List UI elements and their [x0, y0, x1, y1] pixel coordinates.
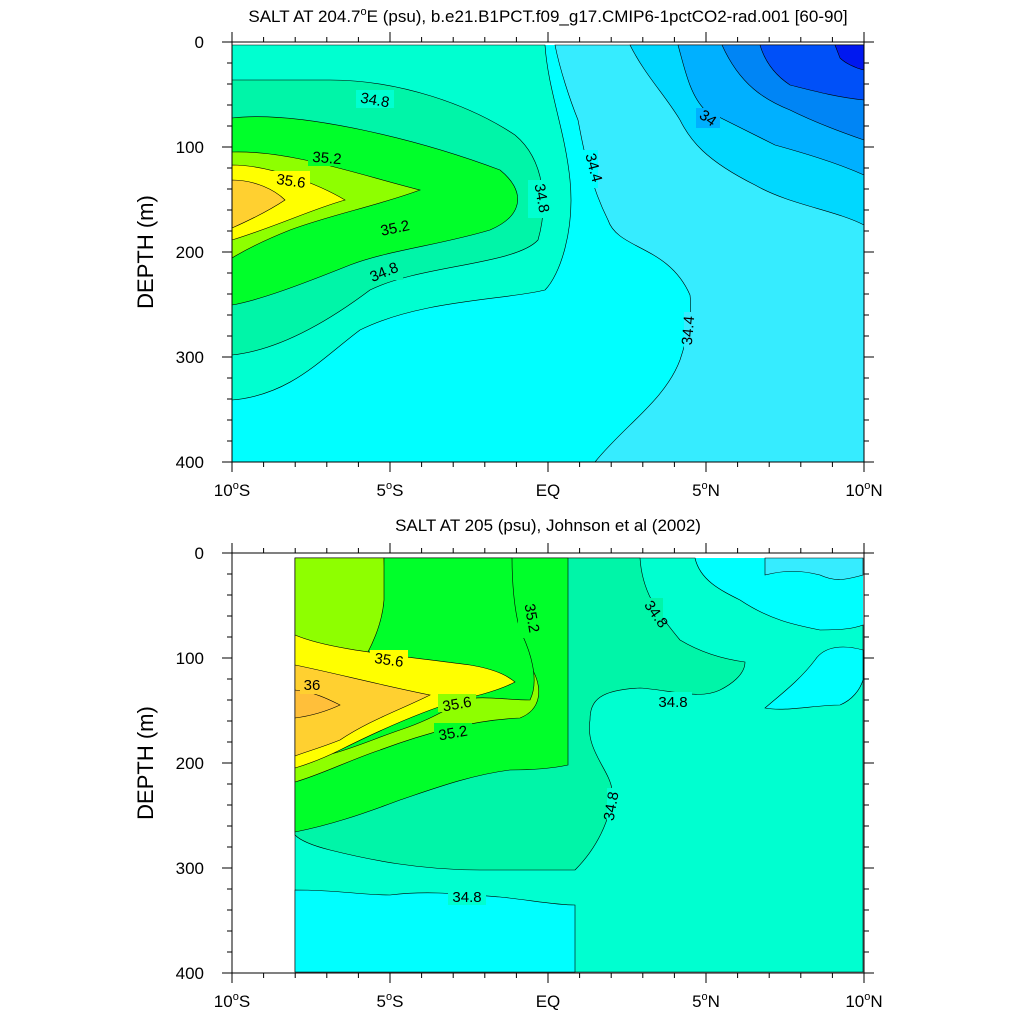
- top-fill-33-6: [759, 44, 865, 101]
- bottom-x-tick-label: 5oN: [692, 991, 720, 1011]
- bottom-y-axis-label: DEPTH (m): [133, 706, 158, 820]
- top-contour-label-34-8-a: 34.8: [359, 90, 391, 112]
- top-x-tick-label: 5oN: [692, 480, 720, 500]
- bottom-fill-35-8: [294, 664, 431, 757]
- top-chart-title: SALT AT 204.7oE (psu), b.e21.B1PCT.f09_g…: [248, 6, 847, 26]
- bottom-label-bg-5: [434, 723, 472, 741]
- bottom-panel: SALT AT 205 (psu), Johnson et al (2002) …: [133, 516, 883, 1011]
- top-label-bg-6: [580, 150, 598, 188]
- bottom-x-tick-label: 10oS: [214, 991, 250, 1011]
- top-contour-label-34-8-c: 34.8: [531, 182, 553, 214]
- top-contour-labels: 34.8 35.2 35.6 35.2 34.8 34.8 34.4 34.4 …: [272, 90, 720, 350]
- bottom-x-tick-label: 10oN: [845, 991, 882, 1011]
- top-contour-label-34-4-a: 34.4: [581, 152, 605, 185]
- top-y-tick-label: 100: [176, 138, 204, 157]
- top-label-bg-7: [684, 312, 702, 350]
- bottom-x-tick-label: 5oS: [377, 991, 404, 1011]
- bottom-label-bg-2: [370, 650, 408, 668]
- bottom-contour-label-35-6-a: 35.6: [373, 650, 404, 671]
- bottom-y-tick-label: 200: [176, 754, 204, 773]
- top-fill-35-8: [231, 179, 286, 229]
- top-label-bg-3: [376, 218, 414, 236]
- top-axes: 0 100 200 300 400 10oS 5oS EQ 5oN 10oN: [176, 32, 883, 500]
- bottom-contour-label-34-8-d: 34.8: [452, 889, 481, 906]
- top-y-tick-label: 400: [176, 453, 204, 472]
- bottom-contour-label-34-8-b: 34.8: [658, 694, 687, 711]
- bottom-contour-label-35-6-b: 35.6: [441, 694, 473, 716]
- top-x-tick-label: 10oS: [214, 480, 250, 500]
- bottom-fill-34-6-island: [764, 646, 864, 710]
- bottom-chart-title: SALT AT 205 (psu), Johnson et al (2002): [395, 516, 701, 535]
- bottom-label-bg-1: [641, 598, 663, 636]
- bottom-y-tick-label: 400: [176, 964, 204, 983]
- bottom-contour-label-36: 36: [304, 677, 321, 694]
- bottom-contour-label-35-2-b: 35.2: [437, 723, 469, 745]
- top-contour-label-34: 34: [696, 107, 719, 130]
- bottom-label-bg-6: [654, 692, 692, 710]
- top-label-bg-4: [365, 262, 403, 280]
- top-contour-fills: [231, 44, 865, 463]
- bottom-y-tick-label: 100: [176, 649, 204, 668]
- bottom-contour-label-35-2-a: 35.2: [521, 602, 543, 634]
- top-contour-label-35-2-a: 35.2: [312, 149, 343, 168]
- bottom-y-tick-label: 0: [195, 544, 204, 563]
- top-y-tick-label: 0: [195, 33, 204, 52]
- top-label-bg-5: [528, 180, 546, 218]
- bottom-label-bg-8: [448, 887, 486, 905]
- top-label-bg-8: [696, 108, 720, 128]
- top-label-bg-1: [308, 148, 346, 166]
- top-x-tick-label: 10oN: [845, 480, 882, 500]
- bottom-contour-labels: 35.2 34.8 35.6 36 35.6 35.2 34.8 34.8 34…: [300, 598, 692, 906]
- bottom-label-bg-3: [300, 676, 324, 694]
- top-y-tick-label: 200: [176, 243, 204, 262]
- bottom-x-tick-label: EQ: [536, 992, 561, 1011]
- top-x-tick-label: EQ: [536, 481, 561, 500]
- top-fill-35-6: [231, 164, 346, 241]
- bottom-label-bg-7: [607, 788, 625, 826]
- top-label-bg-0: [356, 90, 394, 108]
- top-x-tick-label: 5oS: [377, 480, 404, 500]
- top-contour-label-35-2-b: 35.2: [379, 217, 411, 240]
- top-contour-label-35-6: 35.6: [275, 171, 306, 192]
- bottom-label-bg-4: [438, 694, 476, 712]
- top-contour-label-34-4-b: 34.4: [679, 315, 698, 346]
- top-y-axis-label: DEPTH (m): [133, 195, 158, 309]
- top-label-bg-2: [272, 171, 310, 189]
- bottom-y-tick-label: 300: [176, 859, 204, 878]
- bottom-fill-34-6-patch: [294, 889, 576, 973]
- bottom-contour-label-34-8-c: 34.8: [601, 790, 623, 822]
- bottom-axes: 0 100 200 300 400 10oS 5oS EQ 5oN 10oN: [176, 543, 883, 1011]
- bottom-fill-34-4: [764, 557, 864, 580]
- bottom-label-bg-0: [518, 600, 536, 638]
- top-y-tick-label: 300: [176, 348, 204, 367]
- bottom-contour-fills: [294, 557, 864, 973]
- top-panel: SALT AT 204.7oE (psu), b.e21.B1PCT.f09_g…: [133, 6, 883, 500]
